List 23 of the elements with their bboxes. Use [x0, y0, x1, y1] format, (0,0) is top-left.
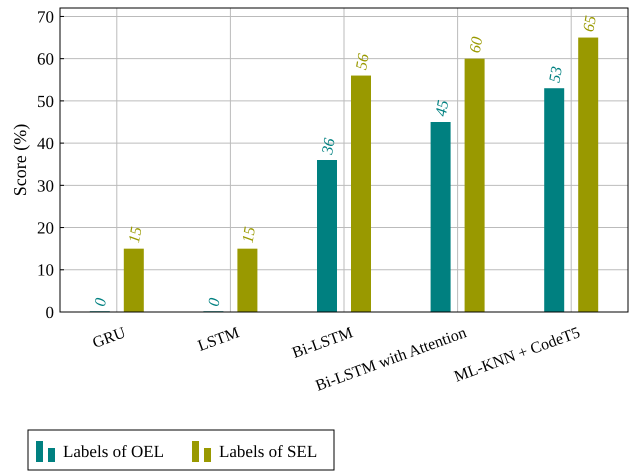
legend-label: Labels of OEL: [63, 442, 164, 461]
data-label: 15: [126, 226, 146, 244]
data-label: 56: [353, 52, 373, 72]
data-label: 53: [546, 65, 566, 84]
y-tick-label: 70: [37, 7, 54, 26]
x-tick-label: LSTM: [196, 324, 242, 355]
data-label: 15: [240, 226, 260, 244]
data-label: 0: [206, 296, 224, 308]
data-label: 65: [580, 14, 600, 34]
y-tick-label: 30: [37, 176, 54, 196]
y-tick-label: 60: [37, 50, 54, 69]
y-tick-label: 40: [37, 134, 54, 154]
legend-label: Labels of SEL: [219, 442, 318, 461]
y-tick-label: 0: [46, 302, 54, 322]
y-tick-label: 10: [37, 260, 54, 280]
data-label: 45: [432, 98, 452, 118]
data-label: 60: [466, 36, 486, 54]
x-tick-label: GRU: [90, 324, 128, 352]
data-label: 0: [92, 296, 110, 308]
y-axis-title: Score (%): [10, 124, 30, 196]
y-tick-label: 20: [37, 218, 54, 238]
y-tick-label: 50: [37, 92, 54, 111]
data-label: 36: [319, 136, 339, 157]
